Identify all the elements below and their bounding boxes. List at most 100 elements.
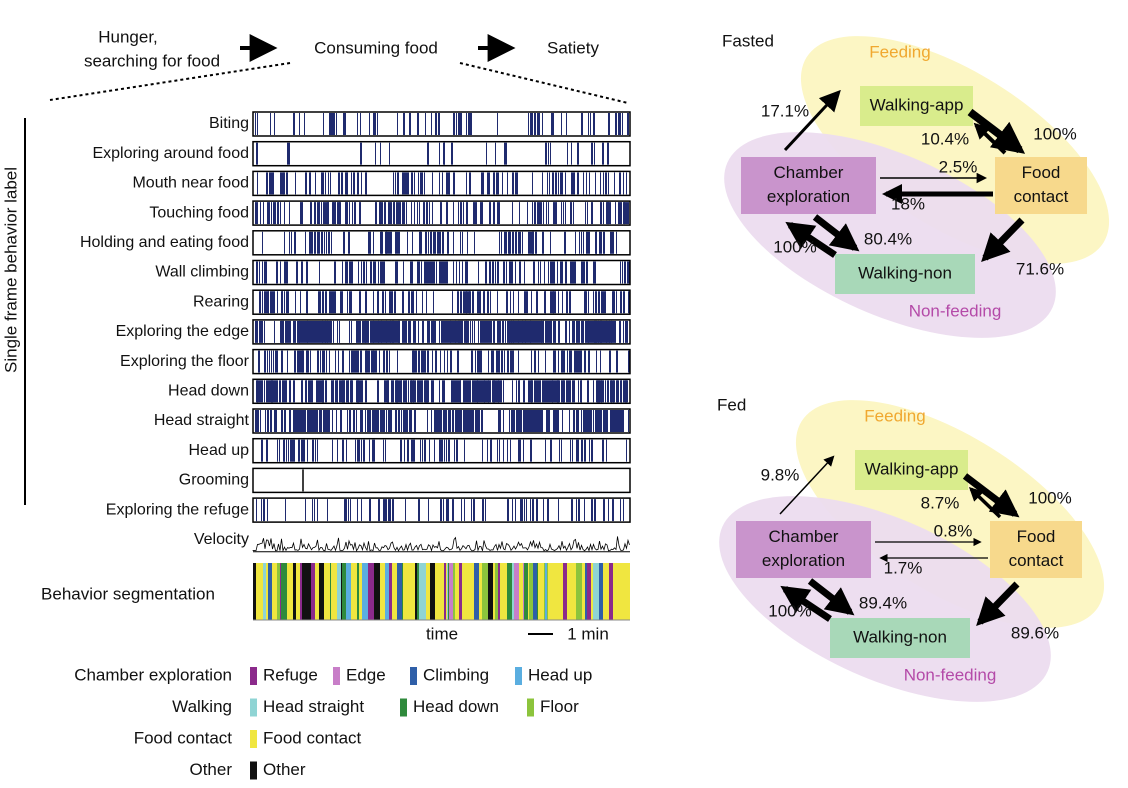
event xyxy=(538,320,539,343)
event xyxy=(594,499,595,522)
segment xyxy=(479,563,482,620)
event xyxy=(503,410,504,432)
segment xyxy=(493,563,495,620)
event xyxy=(297,350,298,373)
event xyxy=(402,202,403,225)
event xyxy=(355,350,356,373)
event xyxy=(378,261,379,284)
event xyxy=(613,291,615,314)
segmentation xyxy=(253,563,630,620)
segment xyxy=(627,563,630,620)
event xyxy=(440,350,441,373)
node-label: Walking-app xyxy=(870,95,964,114)
event xyxy=(526,499,527,522)
event xyxy=(457,350,458,373)
legend-swatch xyxy=(515,667,522,685)
event xyxy=(480,291,481,314)
event xyxy=(385,439,386,462)
row-label: Touching food xyxy=(149,204,249,221)
event xyxy=(266,291,267,314)
legend-swatch xyxy=(400,698,407,717)
event xyxy=(428,499,429,522)
event xyxy=(288,291,289,314)
event xyxy=(408,439,409,462)
event xyxy=(295,231,296,254)
event xyxy=(542,113,543,135)
event xyxy=(558,291,559,314)
segment xyxy=(266,563,268,620)
event xyxy=(343,231,345,254)
event xyxy=(562,172,563,195)
event xyxy=(324,350,325,373)
event xyxy=(324,410,326,432)
event xyxy=(370,410,371,432)
event xyxy=(325,172,326,195)
event xyxy=(375,202,377,225)
event xyxy=(366,261,367,284)
event xyxy=(439,439,440,462)
event xyxy=(353,350,354,373)
event xyxy=(576,410,578,432)
event xyxy=(274,202,275,225)
event xyxy=(261,320,263,343)
segment xyxy=(392,563,397,620)
event xyxy=(501,231,502,254)
event xyxy=(542,380,543,403)
event xyxy=(370,261,371,284)
segment xyxy=(281,563,287,620)
event xyxy=(433,231,435,254)
event xyxy=(620,172,621,195)
event xyxy=(605,410,606,432)
event xyxy=(428,231,429,254)
event xyxy=(391,291,393,314)
node-label: Walking-non xyxy=(858,263,952,282)
event xyxy=(440,439,441,462)
event xyxy=(284,439,285,462)
event xyxy=(310,202,312,225)
event xyxy=(575,231,576,254)
event xyxy=(317,439,318,462)
event xyxy=(545,350,546,373)
segment xyxy=(385,563,389,620)
segment xyxy=(557,563,563,620)
event xyxy=(350,261,352,284)
event xyxy=(461,410,462,432)
event xyxy=(417,261,418,284)
event xyxy=(375,142,376,165)
event xyxy=(256,410,257,432)
event xyxy=(429,261,430,284)
raster-row xyxy=(257,172,627,195)
event xyxy=(529,231,531,254)
event xyxy=(514,320,515,343)
event xyxy=(307,410,308,432)
event xyxy=(379,320,380,343)
event xyxy=(565,172,566,195)
event xyxy=(493,202,495,225)
event xyxy=(452,291,453,314)
event xyxy=(564,350,565,373)
event xyxy=(563,380,564,403)
event xyxy=(278,202,279,225)
event xyxy=(517,410,518,432)
event xyxy=(604,291,606,314)
segment xyxy=(570,563,576,620)
row-box xyxy=(252,467,631,494)
event xyxy=(499,380,500,403)
event xyxy=(410,261,411,284)
event xyxy=(484,320,485,343)
event xyxy=(372,439,373,462)
event xyxy=(550,142,551,165)
event xyxy=(477,410,478,432)
segment xyxy=(415,563,417,620)
event xyxy=(445,261,446,284)
event xyxy=(333,113,334,135)
event xyxy=(506,291,508,314)
segment xyxy=(319,563,324,620)
event xyxy=(441,410,442,432)
event xyxy=(320,410,321,432)
event xyxy=(561,202,562,225)
event xyxy=(507,172,508,195)
event xyxy=(403,202,405,225)
event xyxy=(496,350,497,373)
